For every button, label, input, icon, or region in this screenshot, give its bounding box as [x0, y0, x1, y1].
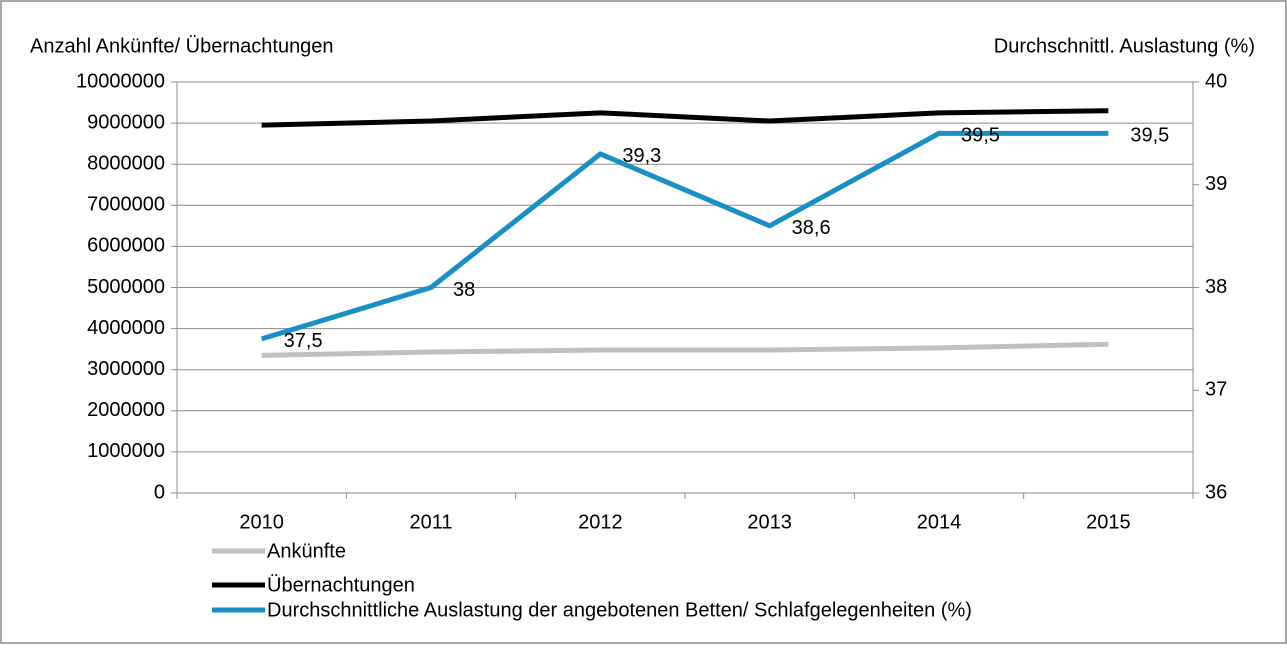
y-tick-label: 10000000	[76, 70, 165, 92]
y2-axis-title: Durchschnittl. Auslastung (%)	[994, 35, 1255, 57]
legend-label: Durchschnittliche Auslastung der angebot…	[267, 599, 972, 621]
data-label: 38,6	[792, 217, 831, 239]
data-label: 37,5	[284, 330, 323, 352]
y2-tick-label: 36	[1205, 481, 1227, 503]
y2-tick-label: 40	[1205, 70, 1227, 92]
y-tick-label: 7000000	[87, 194, 165, 216]
x-tick-label: 2010	[239, 511, 284, 533]
y-tick-label: 3000000	[87, 358, 165, 380]
data-label: 39,5	[961, 125, 1000, 147]
y-tick-label: 2000000	[87, 399, 165, 421]
y-axis-title: Anzahl Ankünfte/ Übernachtungen	[30, 35, 334, 57]
y-tick-label: 1000000	[87, 440, 165, 462]
x-tick-label: 2011	[409, 511, 452, 533]
y-tick-label: 9000000	[87, 111, 165, 133]
y-tick-label: 6000000	[87, 235, 165, 257]
legend-label: Übernachtungen	[267, 574, 415, 596]
y-tick-label: 5000000	[87, 276, 165, 298]
data-label: 39,3	[622, 145, 661, 167]
x-tick-label: 2015	[1086, 511, 1131, 533]
series-line	[260, 130, 1109, 342]
x-tick-label: 2014	[917, 511, 962, 533]
data-label: 39,5	[1130, 125, 1169, 147]
y2-tick-label: 39	[1205, 173, 1227, 195]
y-tick-label: 8000000	[87, 152, 165, 174]
x-tick-label: 2012	[578, 511, 623, 533]
legend-label: Ankünfte	[267, 540, 346, 562]
y-tick-label: 4000000	[87, 317, 165, 339]
y2-tick-label: 38	[1205, 276, 1227, 298]
y-tick-label: 0	[154, 481, 165, 503]
series-line	[261, 108, 1109, 128]
series-line	[261, 341, 1109, 358]
data-label: 38	[453, 279, 475, 301]
y2-tick-label: 37	[1205, 379, 1227, 401]
x-tick-label: 2013	[747, 511, 792, 533]
